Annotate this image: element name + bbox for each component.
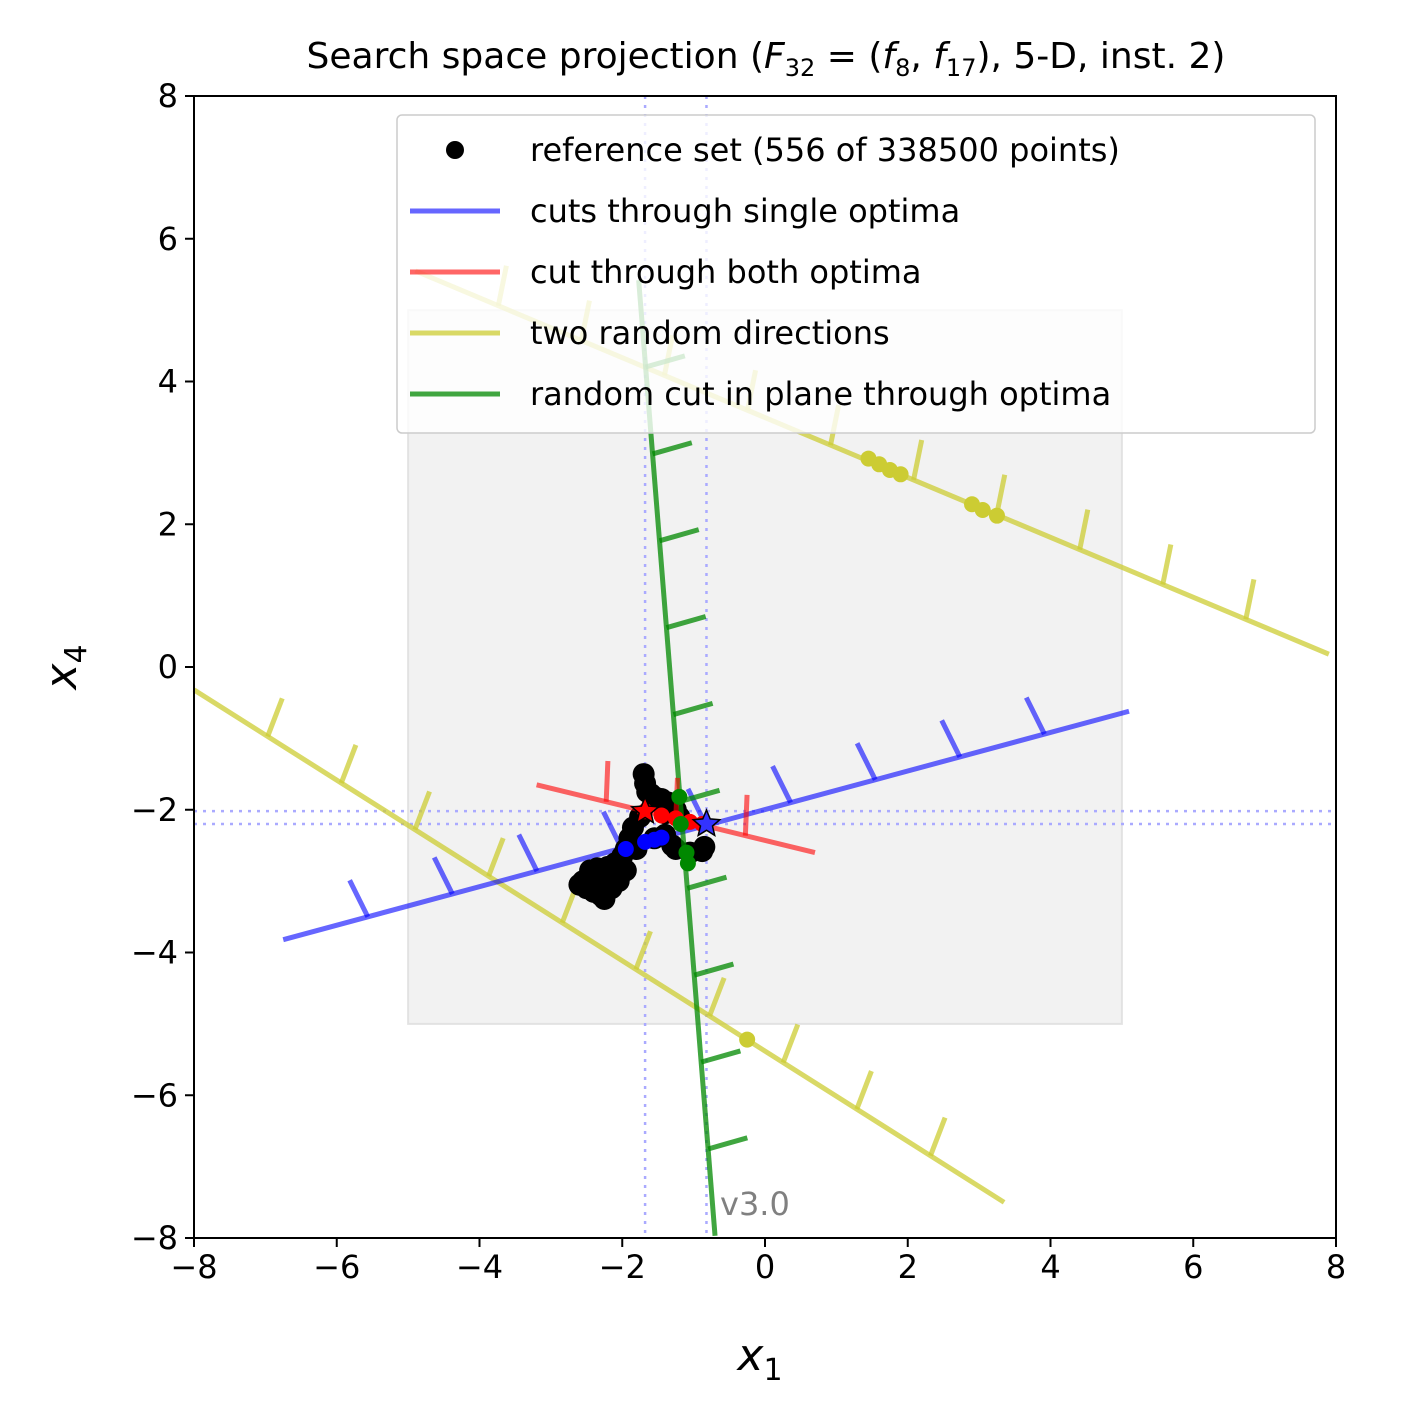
legend-label-2: cuts through single optima bbox=[530, 192, 960, 230]
legend: reference set (556 of 338500 points) cuts… bbox=[396, 114, 1316, 434]
y-axis-label: x4 bbox=[36, 644, 94, 691]
y-axis-label-base: x bbox=[36, 663, 87, 692]
plane-random-cut-tick-4 bbox=[665, 614, 707, 631]
x-tick-label-2: −6 bbox=[313, 1248, 360, 1286]
optimum-star-1 bbox=[629, 795, 661, 825]
version-watermark: v3.0 bbox=[720, 1185, 790, 1223]
title-prefix: Search space projection ( bbox=[307, 36, 764, 77]
x-tick-label-1: −8 bbox=[170, 1248, 217, 1286]
random-direction-line-2-tick-4 bbox=[486, 837, 506, 878]
single-optimum-cut-tick-8 bbox=[939, 719, 963, 759]
title-equals: = ( bbox=[815, 36, 882, 77]
x-axis-label-base: x bbox=[735, 1330, 764, 1381]
title-f2-subscript: 17 bbox=[946, 54, 977, 82]
random-direction-line-1-tick-8 bbox=[1077, 509, 1091, 551]
legend-label-3: cut through both optima bbox=[530, 253, 922, 291]
series-5-marker-4 bbox=[672, 816, 689, 833]
title-comma: , bbox=[910, 36, 933, 77]
chart-title: Search space projection (F32 = (f8, f17)… bbox=[307, 36, 1226, 82]
x-axis-label: x1 bbox=[735, 1330, 782, 1388]
single-optimum-cut-tick-2 bbox=[431, 856, 455, 896]
series-2-marker-4 bbox=[617, 841, 634, 858]
y-tick-label-6: 2 bbox=[158, 505, 178, 543]
random-direction-line-2-tick-9 bbox=[854, 1070, 874, 1111]
legend-label-4: two random directions bbox=[530, 314, 890, 352]
plane-random-cut-tick-3 bbox=[658, 527, 700, 544]
series-5-marker-3 bbox=[679, 855, 696, 872]
random-direction-line-2-tick-10 bbox=[928, 1116, 948, 1157]
random-direction-line-2 bbox=[192, 687, 1006, 1205]
legend-marker-1 bbox=[446, 141, 464, 159]
single-optimum-cut-tick-7 bbox=[854, 742, 878, 781]
random-direction-line-1-tick-9 bbox=[1160, 543, 1174, 585]
both-optima-cut-tick-3 bbox=[742, 794, 750, 836]
x-tick-label-5: 0 bbox=[755, 1248, 775, 1286]
y-tick-label-2: −6 bbox=[131, 1076, 178, 1114]
title-suffix: ), 5-D, inst. 2) bbox=[976, 36, 1225, 77]
x-tick-label-6: 2 bbox=[898, 1248, 918, 1286]
optimum-star-2 bbox=[691, 808, 722, 837]
y-tick-label-3: −4 bbox=[131, 934, 178, 972]
y-tick-label-1: −8 bbox=[131, 1219, 178, 1257]
random-direction-line-2-tick-8 bbox=[780, 1023, 801, 1064]
plane-random-cut-tick-9 bbox=[700, 1048, 742, 1065]
x-tick-label-3: −4 bbox=[456, 1248, 503, 1286]
single-optimum-cut-tick-1 bbox=[347, 879, 371, 918]
series-2-marker-3 bbox=[653, 829, 670, 846]
single-optimum-cut-tick-9 bbox=[1024, 696, 1047, 736]
x-tick-label-7: 4 bbox=[1040, 1248, 1060, 1286]
plane-random-cut-tick-8 bbox=[693, 961, 735, 978]
random-direction-line-1-tick-6 bbox=[911, 439, 925, 481]
legend-label-1: reference set (556 of 338500 points) bbox=[530, 131, 1120, 169]
single-optimum-cut-tick-3 bbox=[516, 833, 540, 873]
y-tick-label-9: 8 bbox=[158, 77, 178, 115]
y-tick-label-4: −2 bbox=[131, 791, 178, 829]
both-optima-cut-tick-1 bbox=[603, 760, 611, 802]
plane-random-cut-tick-5 bbox=[672, 700, 714, 717]
x-axis-label-subscript: 1 bbox=[763, 1353, 782, 1388]
series-4-marker-6 bbox=[974, 501, 991, 518]
plane-random-cut-tick-7 bbox=[686, 874, 728, 891]
axes-layer: −8 −6 −4 −2 0 2 4 6 8 −8 −6 −4 −2 0 2 4 6 8 bbox=[131, 77, 1346, 1286]
x-tick-label-9: 8 bbox=[1326, 1248, 1346, 1286]
x-tick-label-4: −2 bbox=[599, 1248, 646, 1286]
random-direction-line-2-tick-1 bbox=[265, 697, 285, 738]
single-optimum-cut-tick-6 bbox=[770, 764, 793, 804]
series-5-marker-1 bbox=[671, 788, 688, 805]
series-4-marker-8 bbox=[739, 1031, 756, 1048]
reference-point-40 bbox=[693, 835, 716, 858]
plane-random-cut bbox=[636, 279, 718, 1237]
legend-label-5: random cut in plane through optima bbox=[530, 375, 1111, 413]
reference-point-32 bbox=[579, 859, 602, 882]
y-tick-label-5: 0 bbox=[158, 648, 178, 686]
reference-point-31 bbox=[586, 877, 609, 900]
y-tick-label-7: 4 bbox=[158, 363, 178, 401]
random-direction-line-2-tick-7 bbox=[707, 976, 727, 1017]
random-direction-line-2-tick-2 bbox=[338, 744, 359, 784]
random-direction-line-1-tick-10 bbox=[1243, 578, 1257, 620]
series-3-marker-2 bbox=[653, 807, 670, 824]
series-4-marker-4 bbox=[892, 466, 909, 483]
plane-random-cut-tick-2 bbox=[651, 440, 693, 457]
plane-random-cut-tick-10 bbox=[707, 1135, 749, 1152]
y-axis-label-subscript: 4 bbox=[59, 644, 94, 663]
series-4-marker-7 bbox=[988, 507, 1005, 524]
random-direction-line-2-tick-3 bbox=[412, 790, 432, 831]
title-F: F bbox=[764, 36, 786, 77]
random-direction-line-2-tick-6 bbox=[633, 930, 653, 971]
title-F-subscript: 32 bbox=[785, 54, 816, 82]
reference-point-29 bbox=[614, 859, 637, 882]
y-tick-label-8: 6 bbox=[158, 220, 178, 258]
legend-box bbox=[396, 114, 1316, 434]
title-f1-subscript: 8 bbox=[895, 54, 910, 82]
x-tick-label-8: 6 bbox=[1183, 1248, 1203, 1286]
